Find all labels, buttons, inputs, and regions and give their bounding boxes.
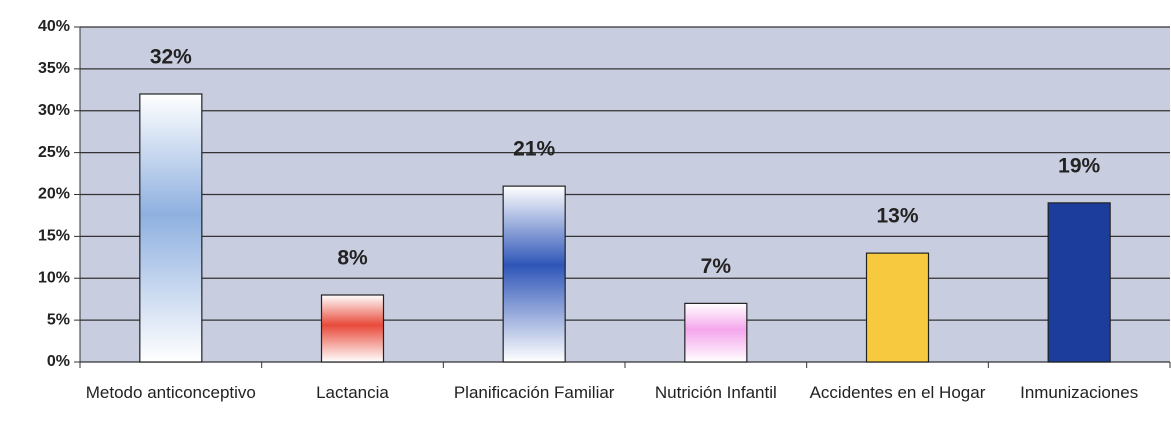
y-tick-label: 5%: [47, 311, 70, 328]
y-tick-label: 10%: [38, 269, 70, 286]
bar: [139, 93, 203, 363]
bar: [684, 302, 748, 363]
x-tick-label: Inmunizaciones: [1020, 383, 1139, 402]
data-label: 19%: [1058, 154, 1100, 177]
data-label: 13%: [876, 205, 918, 228]
y-tick-label: 35%: [38, 60, 70, 77]
x-tick-label: Metodo anticonceptivo: [85, 383, 256, 402]
y-tick-label: 30%: [38, 102, 70, 119]
data-label: 7%: [701, 255, 732, 278]
y-tick-label: 20%: [38, 186, 70, 203]
bar: [1047, 202, 1111, 363]
y-tick-label: 0%: [47, 353, 70, 370]
x-tick-label: Planificación Familiar: [453, 383, 615, 402]
x-tick-label: Lactancia: [316, 383, 389, 402]
bar: [320, 294, 385, 363]
x-tick-label: Nutrición Infantil: [654, 383, 777, 402]
y-tick-label: 25%: [38, 144, 70, 161]
data-label: 21%: [513, 138, 555, 161]
data-label: 32%: [150, 46, 192, 69]
bar: [865, 252, 930, 363]
bar: [502, 185, 566, 363]
y-tick-label: 15%: [38, 228, 70, 245]
data-label: 8%: [337, 247, 368, 270]
y-tick-label: 40%: [38, 18, 70, 35]
x-tick-label: Accidentes en el Hogar: [809, 383, 986, 402]
